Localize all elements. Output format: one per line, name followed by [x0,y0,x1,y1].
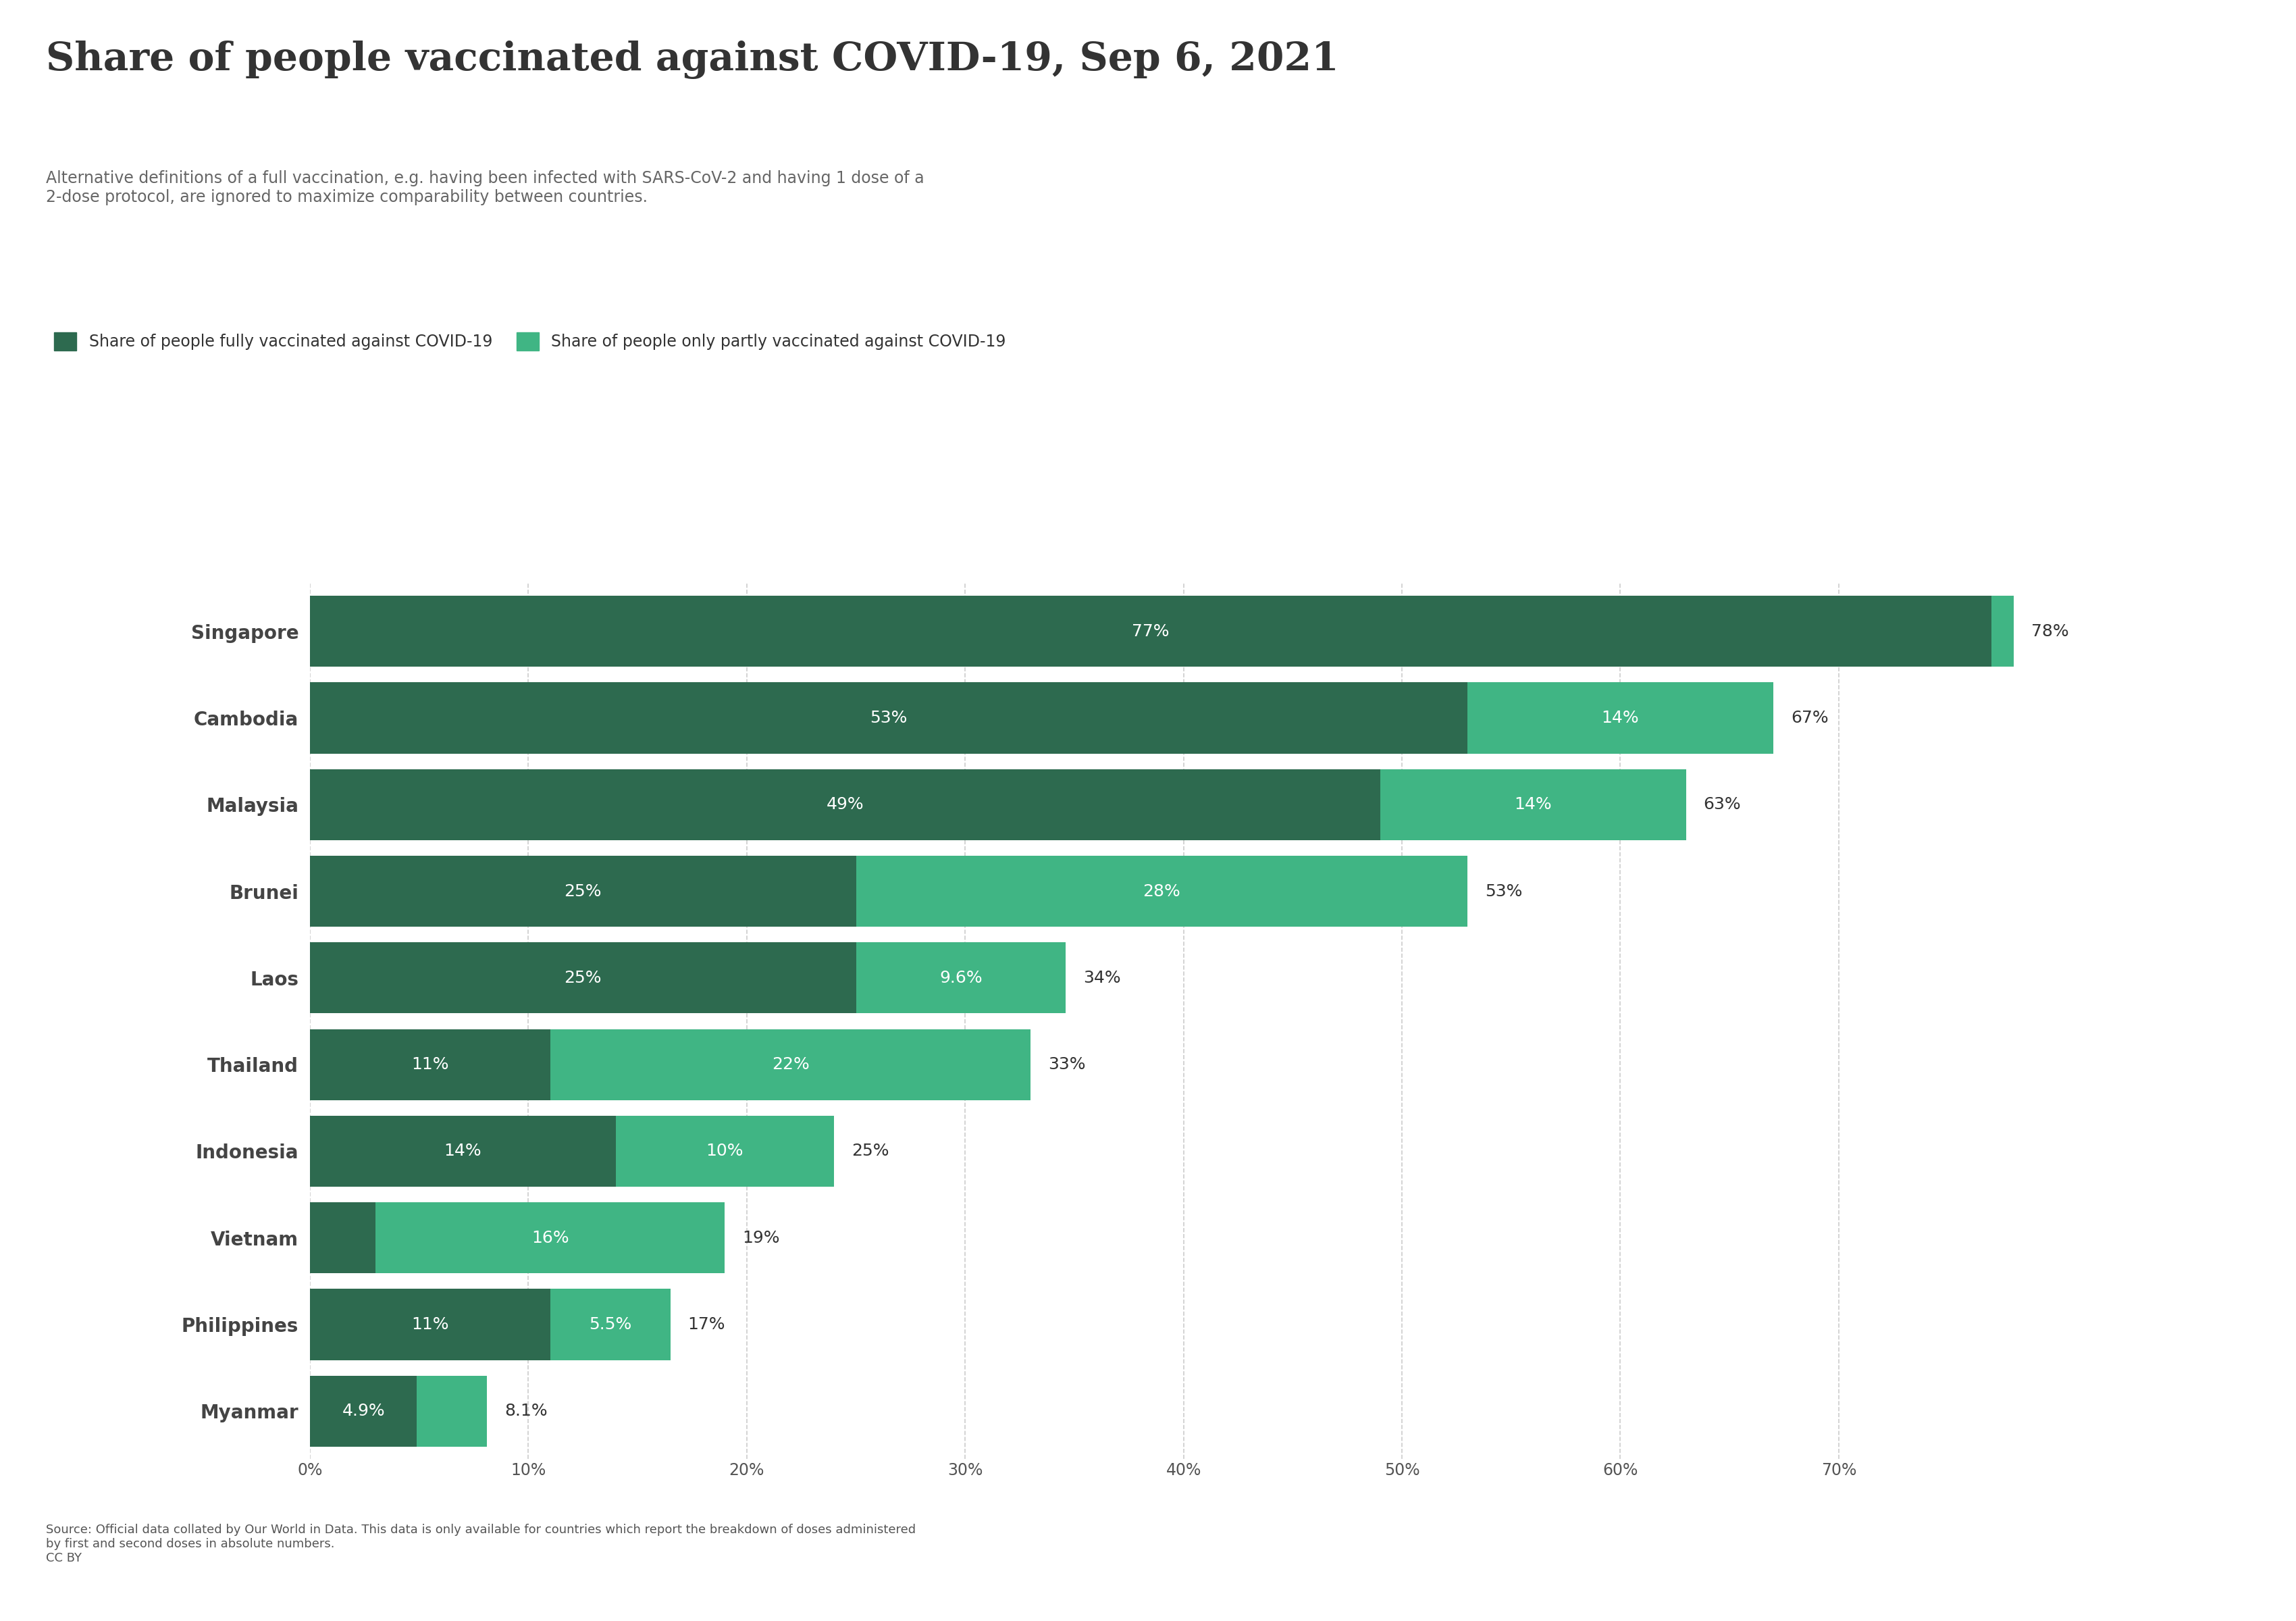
Text: 14%: 14% [443,1143,482,1159]
Bar [551,1289,670,1360]
Text: 16%: 16% [530,1230,569,1247]
Text: 25%: 25% [565,969,602,986]
Legend: Share of people fully vaccinated against COVID-19, Share of people only partly v: Share of people fully vaccinated against… [53,332,1006,350]
Text: 14%: 14% [1515,796,1552,812]
Text: 28%: 28% [1143,883,1180,900]
Text: Source: Official data collated by Our World in Data. This data is only available: Source: Official data collated by Our Wo… [46,1524,916,1564]
Bar [856,942,1065,1013]
Text: Our World
in Data: Our World in Data [2076,45,2161,76]
Bar [551,1029,1031,1101]
Text: Share of people vaccinated against COVID-19, Sep 6, 2021: Share of people vaccinated against COVID… [46,41,1339,79]
Bar [310,1115,615,1187]
Bar [377,1203,726,1274]
Bar [1467,682,1773,754]
Text: 14%: 14% [1603,710,1639,726]
Bar [310,942,856,1013]
Bar [1991,595,2014,666]
Bar [310,682,1467,754]
Text: 33%: 33% [1049,1057,1086,1073]
Text: Alternative definitions of a full vaccination, e.g. having been infected with SA: Alternative definitions of a full vaccin… [46,170,925,206]
Text: 25%: 25% [852,1143,889,1159]
Text: 78%: 78% [2032,622,2069,639]
Bar [856,856,1467,927]
Bar [310,768,1380,840]
Text: 10%: 10% [707,1143,744,1159]
Text: 11%: 11% [411,1316,448,1332]
Bar [1380,768,1685,840]
Text: 53%: 53% [1486,883,1522,900]
Bar [615,1115,833,1187]
Text: 11%: 11% [411,1057,448,1073]
Bar [310,595,1991,666]
Text: 9.6%: 9.6% [939,969,983,986]
Bar [310,1289,551,1360]
Text: 63%: 63% [1704,796,1740,812]
Bar [310,1203,377,1274]
Text: 5.5%: 5.5% [588,1316,631,1332]
Bar [310,1376,418,1448]
Text: 17%: 17% [689,1316,726,1332]
Text: 34%: 34% [1084,969,1120,986]
Text: 19%: 19% [742,1230,781,1247]
Text: 77%: 77% [1132,622,1169,639]
Text: 53%: 53% [870,710,907,726]
Bar [310,1029,551,1101]
Text: 4.9%: 4.9% [342,1404,386,1420]
Text: 8.1%: 8.1% [505,1404,546,1420]
Text: 22%: 22% [771,1057,808,1073]
Text: 67%: 67% [1791,710,1828,726]
Text: 25%: 25% [565,883,602,900]
Bar [310,856,856,927]
Text: 49%: 49% [827,796,863,812]
Bar [418,1376,487,1448]
